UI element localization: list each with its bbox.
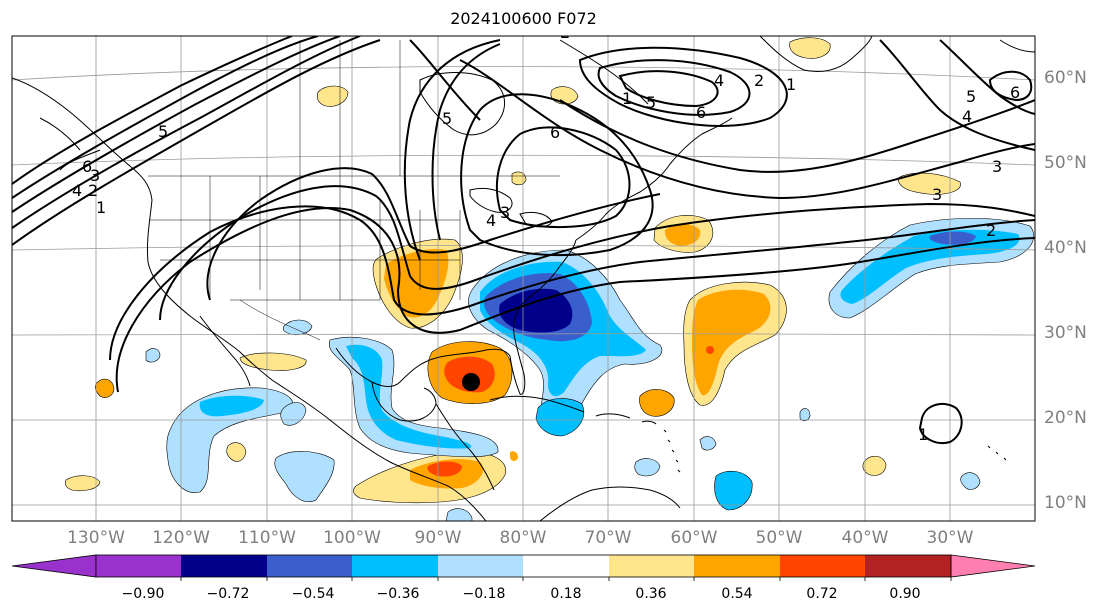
contour-label: 1 (622, 89, 632, 108)
contour-label: 5 (966, 87, 976, 106)
cold-anomaly-core (499, 288, 573, 333)
contour-label: 6 (696, 103, 706, 122)
contour-label: 2 (754, 71, 764, 90)
colorbar-tick-label: 0.54 (721, 586, 753, 602)
colorbar-bin (694, 555, 780, 577)
map-frame (11, 35, 1036, 522)
contour-label: 6 (550, 123, 560, 142)
lat-label-50n: 50°N (1044, 153, 1087, 173)
colorbar-tick-label: −0.18 (462, 586, 506, 602)
contour-label: 5 (646, 93, 656, 112)
contour-lines (12, 36, 1035, 444)
colorbar-tick-label: 0.90 (889, 586, 921, 602)
contour-label: 2 (560, 23, 570, 42)
colorbar-bin (267, 555, 352, 577)
lon-label-60w: 60°W (670, 528, 718, 548)
lon-label-100w: 100°W (323, 528, 381, 548)
lat-label-40n: 40°N (1044, 238, 1087, 258)
colorbar-bin (181, 555, 267, 577)
colorbar-bin (96, 555, 181, 577)
map-title: 2024100600 F072 (450, 9, 597, 28)
lon-label-50w: 50°W (755, 528, 803, 548)
lon-label-90w: 90°W (414, 528, 462, 548)
state-borders (148, 40, 560, 341)
colorbar (11, 554, 1036, 581)
colorbar-tick-label: −0.72 (206, 586, 250, 602)
contour-labels: 1 2 3 4 5 6 5 4 3 2 1 6 6 5 4 2 1 3 3 2 … (72, 23, 1020, 444)
lat-label-10n: 10°N (1044, 493, 1087, 513)
contour-label: 1 (96, 198, 106, 217)
lat-label-60n: 60°N (1044, 68, 1087, 88)
contour-label: 3 (500, 203, 510, 222)
contour-label: 1 (918, 425, 928, 444)
contour-label: 4 (962, 107, 972, 126)
contour-label: 3 (90, 166, 100, 185)
colorbar-max-extension (950, 554, 1036, 578)
colorbar-tick-label: 0.72 (806, 586, 838, 602)
anomaly-shading (64, 37, 1035, 521)
lon-label-130w: 130°W (67, 528, 125, 548)
lon-label-120w: 120°W (152, 528, 210, 548)
colorbar-tick-label: −0.90 (121, 586, 165, 602)
lon-label-70w: 70°W (584, 528, 632, 548)
contour-label: 2 (986, 221, 996, 240)
contour-label: 5 (442, 109, 452, 128)
contour-label: 4 (486, 211, 496, 230)
colorbar-bin (352, 555, 438, 577)
contour-label: 4 (714, 71, 724, 90)
contour-label: 6 (82, 157, 92, 176)
contour-label: 3 (992, 157, 1002, 176)
storm-center-marker (462, 373, 480, 391)
colorbar-bin (523, 555, 609, 577)
lon-label-110w: 110°W (238, 528, 296, 548)
contour-label: 3 (932, 185, 942, 204)
contour-label: 4 (72, 181, 82, 200)
colorbar-min-extension (11, 554, 97, 578)
colorbar-tick-label: 0.18 (550, 586, 582, 602)
colorbar-tick-label: 0.36 (635, 586, 667, 602)
colorbar-tick-label: −0.36 (376, 586, 420, 602)
lat-label-20n: 20°N (1044, 408, 1087, 428)
contour-label: 6 (1010, 83, 1020, 102)
colorbar-bin (609, 555, 694, 577)
lat-label-30n: 30°N (1044, 323, 1087, 343)
lon-label-30w: 30°W (926, 528, 974, 548)
lon-label-40w: 40°W (841, 528, 889, 548)
lon-label-80w: 80°W (499, 528, 547, 548)
colorbar-bin (438, 555, 523, 577)
contour-label: 2 (88, 181, 98, 200)
contour-label: 5 (158, 122, 168, 141)
colorbar-bin (865, 555, 951, 577)
colorbar-tick-label: −0.54 (291, 586, 335, 602)
colorbar-bin (780, 555, 865, 577)
contour-label: 1 (786, 75, 796, 94)
